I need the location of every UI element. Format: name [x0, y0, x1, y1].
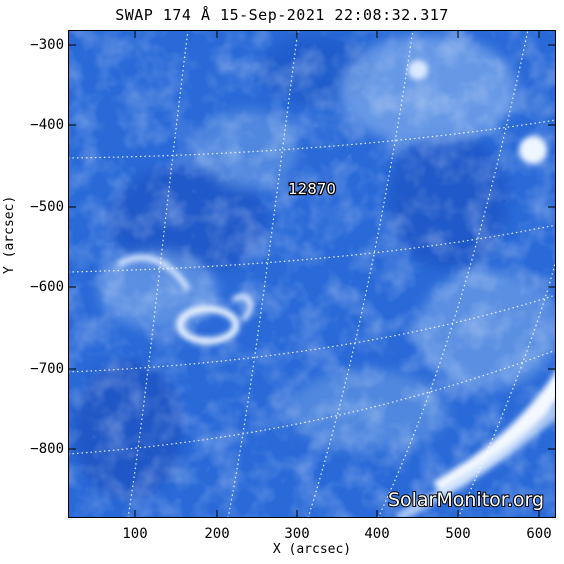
y-tick-label: −500: [30, 199, 64, 215]
x-tick-label: 400: [364, 526, 390, 542]
y-tick-label: −400: [30, 117, 64, 133]
y-tick-label: −300: [30, 37, 64, 53]
y-tick-label: −800: [30, 441, 64, 457]
y-tick-label: −700: [30, 361, 64, 377]
x-tick-label: 200: [204, 526, 230, 542]
active-region-label: 12870: [288, 180, 336, 198]
solar-image-panel: 12870 SolarMonitor.org: [68, 30, 556, 518]
x-tick-label: 300: [284, 526, 310, 542]
image-title: SWAP 174 Å 15-Sep-2021 22:08:32.317: [115, 6, 449, 24]
x-tick-label: 500: [445, 526, 471, 542]
y-tick-label: −600: [30, 279, 64, 295]
x-axis-label: X (arcsec): [272, 542, 352, 557]
x-tick-label: 600: [526, 526, 552, 542]
watermark: SolarMonitor.org: [388, 489, 544, 511]
x-tick-label: 100: [122, 526, 148, 542]
